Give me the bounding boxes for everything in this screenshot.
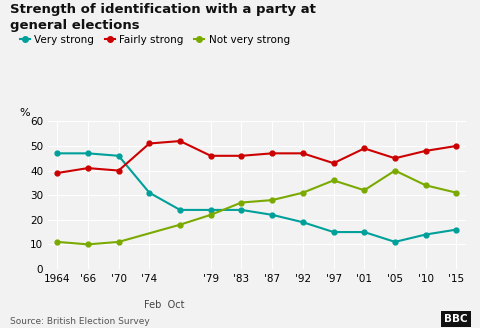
Legend: Very strong, Fairly strong, Not very strong: Very strong, Fairly strong, Not very str… — [20, 35, 290, 45]
Text: Feb  Oct: Feb Oct — [144, 299, 185, 310]
Text: Strength of identification with a party at
general elections: Strength of identification with a party … — [10, 3, 315, 32]
Text: Source: British Election Survey: Source: British Election Survey — [10, 318, 149, 326]
Text: BBC: BBC — [444, 314, 468, 324]
Y-axis label: %: % — [20, 109, 30, 118]
